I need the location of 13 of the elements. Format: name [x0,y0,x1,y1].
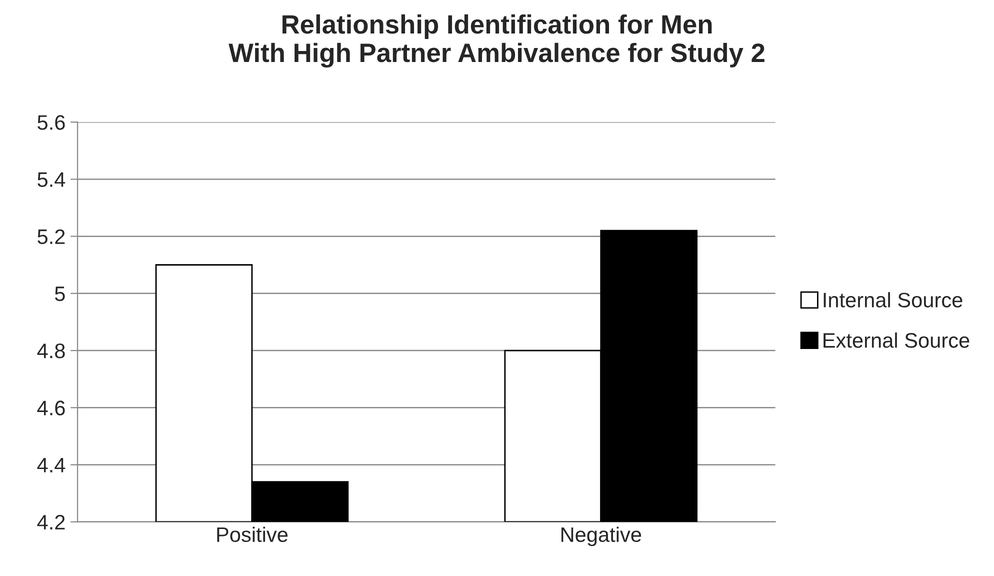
y-tick-label: 4.4 [37,458,66,472]
x-tick-label: Negative [561,526,642,546]
legend-label: Internal Source [824,292,962,308]
y-tick-label: 5.6 [38,115,65,130]
legend-label: External Source [824,332,970,348]
x-tick-label: Positive [217,526,288,542]
y-tick-label: 5.2 [38,229,65,244]
y-tick-label: 4.2 [37,514,65,530]
y-tick-label: 4.6 [37,400,65,416]
y-tick-label: 5 [54,286,65,302]
chart-title: Relationship Identification for Men With High Partner Ambivalence for Study 2 [228,14,764,68]
y-tick-label: 4.8 [37,344,65,358]
y-tick-label: 5.4 [38,172,66,187]
